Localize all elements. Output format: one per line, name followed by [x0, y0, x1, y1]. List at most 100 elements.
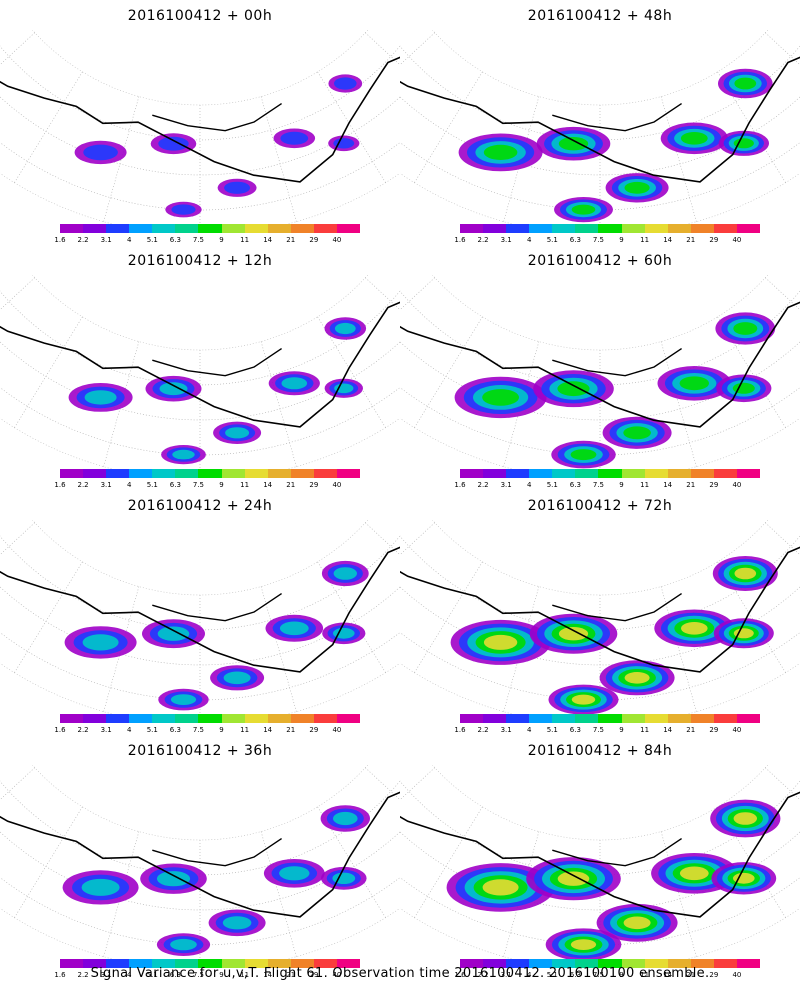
variance-contour — [571, 204, 596, 215]
colorbar-swatch — [83, 224, 107, 233]
colorbar-label: 21 — [686, 236, 696, 244]
variance-contour — [623, 916, 651, 930]
colorbar-swatch — [644, 224, 668, 233]
longitude-line — [400, 522, 435, 556]
polar-map — [400, 765, 800, 965]
variance-contour — [281, 377, 308, 390]
colorbar-label: 1.6 — [454, 726, 466, 734]
colorbar-swatch — [175, 469, 199, 478]
colorbar-label: 1.6 — [454, 481, 466, 489]
panel-title: 2016100412 + 84h — [527, 743, 673, 759]
longitude-line — [400, 767, 435, 801]
panel-title: 2016100412 + 12h — [127, 253, 273, 269]
colorbar-label: 5.1 — [146, 481, 158, 489]
longitude-line — [503, 341, 540, 467]
map-boundary — [0, 520, 400, 720]
colorbar-label: 14 — [663, 726, 673, 734]
coastline — [0, 791, 400, 918]
colorbar-swatch — [483, 224, 507, 233]
colorbar-label: 14 — [663, 971, 673, 979]
map-panel: 2016100412 + 36h 1.6 2.2 3.1 4 5.1 6.3 7.5 9 11 14… — [0, 735, 400, 980]
variance-contour — [679, 376, 709, 391]
longitude-line — [365, 277, 400, 311]
coastline — [152, 593, 282, 622]
figure-caption: Signal Variance for u,v,T. Flight 61. Ob… — [90, 966, 710, 981]
colorbar-label: 3.1 — [100, 236, 112, 244]
coastline — [0, 546, 400, 673]
longitude-line — [503, 96, 540, 222]
colorbar-swatch — [506, 714, 530, 723]
panel-title: 2016100412 + 48h — [527, 8, 673, 24]
longitude-line — [765, 277, 800, 311]
variance-contour — [732, 382, 755, 394]
colorbar-label: 9 — [619, 726, 624, 734]
variance-contour — [570, 939, 597, 950]
variance-contour — [82, 634, 119, 651]
colorbar-label: 29 — [709, 481, 719, 489]
colorbar-swatch — [598, 224, 622, 233]
colorbar-label: 4 — [126, 236, 132, 244]
variance-contour — [570, 449, 597, 461]
colorbar-label: 40 — [332, 481, 342, 489]
colorbar-swatch — [667, 714, 691, 723]
variance-contour — [333, 627, 355, 639]
colorbar-label: 11 — [240, 481, 250, 489]
panel-title: 2016100412 + 36h — [127, 743, 273, 759]
colorbar-swatch — [106, 714, 130, 723]
colorbar-swatch — [244, 469, 268, 478]
longitude-line — [0, 32, 35, 66]
colorbar-label: 2.2 — [77, 726, 89, 734]
longitude-line — [0, 767, 35, 801]
variance-contour — [733, 872, 755, 884]
colorbar-swatch — [313, 714, 337, 723]
map-boundary — [400, 520, 800, 720]
colorbar-swatch — [506, 469, 530, 478]
colorbar-label: 21 — [686, 726, 696, 734]
colorbar-swatch — [60, 959, 84, 968]
colorbar-label: 40 — [732, 236, 742, 244]
colorbar-swatch — [529, 469, 553, 478]
colorbar-swatch — [575, 714, 599, 723]
colorbar-swatch — [60, 714, 84, 723]
colorbar-swatch — [129, 224, 153, 233]
longitude-line — [260, 96, 297, 222]
colorbar-swatch — [290, 469, 314, 478]
map-boundary — [0, 765, 400, 965]
colorbar-label: 2.2 — [77, 971, 89, 979]
colorbar-label: 9 — [619, 971, 624, 979]
colorbar-swatch — [313, 224, 337, 233]
colorbar-swatch — [713, 469, 737, 478]
colorbar-label: 21 — [286, 481, 296, 489]
colorbar-swatch — [267, 469, 291, 478]
colorbar-swatch — [621, 959, 645, 968]
variance-contour — [681, 622, 708, 635]
variance-contour — [733, 138, 754, 149]
coastline — [152, 838, 282, 867]
coastline — [552, 593, 682, 622]
colorbar-label: 21 — [686, 481, 696, 489]
colorbar-label: 1.6 — [54, 971, 66, 979]
variance-contour — [157, 626, 190, 641]
colorbar-label: 4 — [526, 726, 532, 734]
colorbar-label: 40 — [732, 726, 742, 734]
colorbar-label: 5.1 — [146, 971, 158, 979]
colorbar-swatch — [267, 224, 291, 233]
longitude-line — [400, 277, 435, 311]
colorbar-label: 3.1 — [500, 481, 512, 489]
colorbar-swatch — [313, 959, 337, 968]
colorbar-label: 11 — [240, 726, 250, 734]
variance-contour — [680, 132, 708, 145]
colorbar-swatch — [690, 959, 714, 968]
variance-contour — [156, 871, 191, 887]
colorbar: 1.6 2.2 3.1 4 5.1 6.3 7.5 9 11 14 21 29 40 — [54, 224, 360, 254]
colorbar-swatch — [575, 959, 599, 968]
longitude-line — [0, 522, 35, 556]
colorbar-swatch — [644, 469, 668, 478]
colorbar-label: 14 — [263, 481, 273, 489]
colorbar: 1.6 2.2 3.1 4 5.1 6.3 7.5 9 11 14 21 29 40 — [454, 224, 760, 254]
longitude-line — [503, 831, 540, 957]
colorbar-swatch — [244, 224, 268, 233]
polar-map — [0, 765, 400, 965]
variance-contour — [624, 672, 650, 684]
colorbar-swatch — [736, 224, 760, 233]
